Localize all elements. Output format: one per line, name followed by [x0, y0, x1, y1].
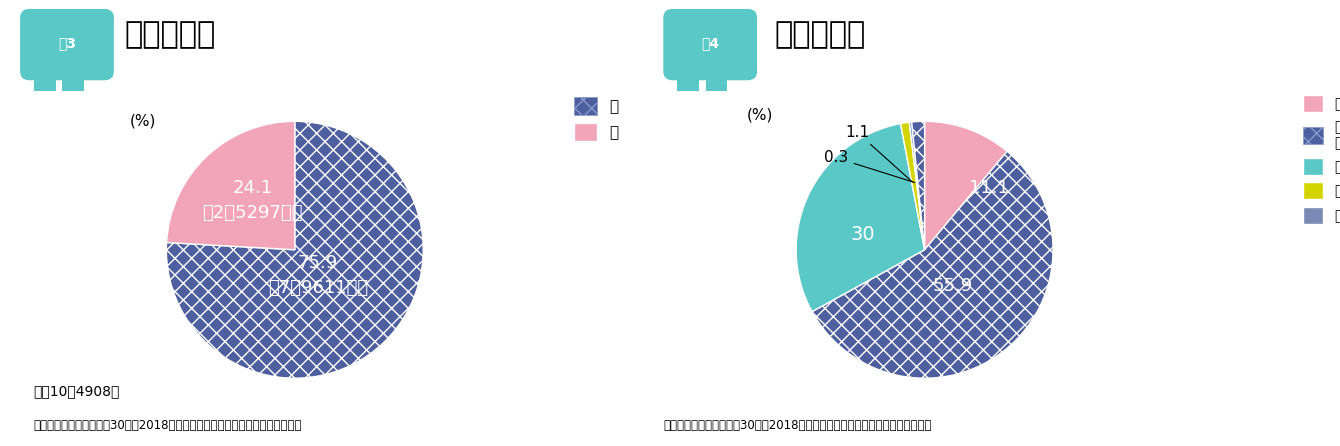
Text: 55.9: 55.9 — [933, 277, 973, 295]
Polygon shape — [62, 67, 84, 91]
Text: 11.1: 11.1 — [969, 179, 1009, 197]
Text: 1.1: 1.1 — [846, 125, 913, 182]
Wedge shape — [796, 124, 925, 312]
Wedge shape — [166, 121, 295, 250]
Text: 30: 30 — [851, 225, 875, 244]
Wedge shape — [900, 122, 925, 250]
Text: 合計10万4908人: 合計10万4908人 — [34, 384, 119, 398]
Wedge shape — [166, 121, 423, 378]
Text: 0.3: 0.3 — [824, 150, 915, 182]
Polygon shape — [677, 67, 699, 91]
Text: 図3: 図3 — [58, 36, 76, 50]
FancyBboxPatch shape — [20, 9, 114, 80]
Text: (%): (%) — [746, 107, 773, 122]
Legend: 男, 女: 男, 女 — [568, 91, 624, 148]
Polygon shape — [35, 67, 56, 91]
Text: 出所：厚生労働省「平成30年（2018年）医師・歯科医師・薬剤師統計の概況」: 出所：厚生労働省「平成30年（2018年）医師・歯科医師・薬剤師統計の概況」 — [34, 419, 302, 432]
Text: 出所：厚生労働省「平成30年（2018年）医師・歯科医師・薬剤師統計の概況」: 出所：厚生労働省「平成30年（2018年）医師・歯科医師・薬剤師統計の概況」 — [663, 419, 931, 432]
Text: 歯科医師数: 歯科医師数 — [125, 20, 216, 49]
Text: 24.1
（2万5297人）: 24.1 （2万5297人） — [202, 179, 303, 223]
Wedge shape — [812, 151, 1053, 378]
Legend: 病院の従事者, 診療所の開設者
または法人の代表者, 診療所の勤務者, その他, 無職: 病院の従事者, 診療所の開設者 または法人の代表者, 診療所の勤務者, その他,… — [1297, 90, 1340, 229]
Wedge shape — [911, 121, 925, 250]
Polygon shape — [705, 67, 728, 91]
Text: (%): (%) — [130, 114, 157, 129]
FancyBboxPatch shape — [663, 9, 757, 80]
Text: 従事先施設: 従事先施設 — [775, 20, 866, 49]
Wedge shape — [910, 122, 925, 250]
Wedge shape — [925, 121, 1008, 250]
Text: 75.9
（7万9611人）: 75.9 （7万9611人） — [268, 254, 368, 297]
Text: 図4: 図4 — [701, 36, 720, 50]
